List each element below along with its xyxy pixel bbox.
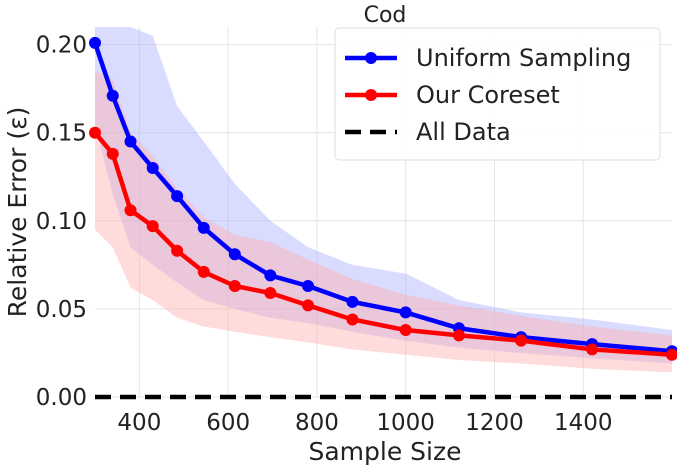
point-series-1	[124, 204, 137, 217]
point-series-0	[106, 89, 119, 102]
point-series-0	[264, 269, 277, 282]
legend-label-1: Our Coreset	[416, 81, 560, 109]
confidence-bands	[95, 27, 672, 373]
x-axis-ticks: 400 600 800 1000 1200 1400	[117, 410, 612, 436]
point-series-1	[146, 220, 159, 233]
y-tick-label: 0.20	[36, 33, 87, 59]
legend-marker-1	[365, 89, 377, 101]
point-series-0	[302, 280, 315, 292]
legend-label-2: All Data	[416, 118, 511, 146]
y-axis-label: Relative Error (ε)	[3, 107, 32, 318]
point-series-1	[106, 147, 119, 160]
point-series-1	[666, 348, 677, 361]
point-series-0	[171, 190, 184, 203]
y-tick-label: 0.10	[36, 209, 87, 235]
point-series-1	[515, 334, 528, 347]
point-series-1	[586, 343, 599, 356]
point-series-0	[124, 135, 137, 148]
x-tick-label: 1000	[376, 410, 435, 436]
point-series-1	[228, 280, 241, 292]
y-tick-label: 0.15	[36, 121, 87, 147]
point-series-0	[228, 248, 241, 261]
legend-label-0: Uniform Sampling	[416, 44, 631, 72]
legend-marker-0	[365, 52, 377, 64]
point-series-0	[346, 295, 359, 308]
legend: Uniform Sampling Our Coreset All Data	[334, 27, 661, 161]
point-series-0	[197, 221, 210, 234]
x-axis-label: Sample Size	[308, 437, 461, 466]
band-series-0	[95, 27, 672, 364]
series-markers	[89, 36, 677, 361]
legend-box	[334, 27, 661, 161]
point-series-1	[264, 287, 277, 300]
point-series-1	[171, 244, 184, 257]
x-tick-label: 1200	[465, 410, 524, 436]
x-tick-label: 600	[206, 410, 250, 436]
chart-title: Cod	[364, 3, 407, 28]
point-series-1	[89, 126, 101, 139]
point-series-1	[197, 265, 210, 278]
y-tick-label: 0.00	[36, 385, 87, 411]
y-axis-ticks: 0.00 0.05 0.10 0.15 0.20	[36, 33, 87, 411]
y-tick-label: 0.05	[36, 297, 87, 323]
point-series-1	[452, 329, 465, 342]
x-tick-label: 1400	[554, 410, 613, 436]
band-series-1	[95, 71, 672, 373]
x-tick-label: 800	[295, 410, 339, 436]
x-tick-label: 400	[117, 410, 161, 436]
point-series-0	[89, 36, 101, 49]
point-series-1	[346, 313, 359, 326]
point-series-1	[399, 324, 412, 337]
point-series-0	[399, 306, 412, 319]
point-series-0	[146, 161, 159, 174]
point-series-1	[302, 299, 315, 312]
